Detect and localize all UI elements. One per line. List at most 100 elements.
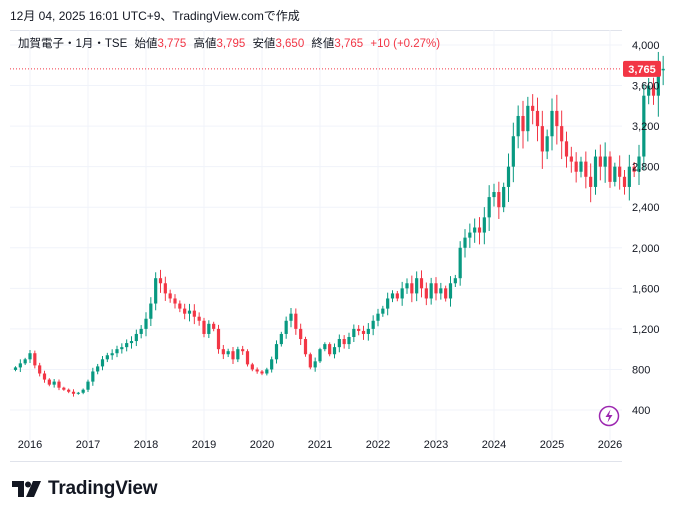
candle-body	[651, 85, 656, 96]
x-tick-label: 2025	[540, 439, 564, 451]
candle-body	[183, 308, 187, 314]
candle	[125, 339, 129, 352]
candle	[303, 336, 308, 357]
candle-body	[274, 344, 279, 360]
candle-body	[608, 156, 612, 182]
candle-body	[637, 156, 641, 172]
candle	[463, 229, 467, 258]
candle	[71, 389, 76, 397]
candle-body	[497, 192, 501, 208]
candle	[564, 131, 569, 168]
x-tick-label: 2018	[134, 439, 158, 451]
candle-body	[62, 387, 66, 390]
candle	[52, 379, 56, 388]
y-tick-label: 1,200	[632, 324, 660, 336]
candle-body	[318, 349, 322, 362]
candle-body	[260, 371, 264, 374]
candle	[613, 162, 617, 187]
candle-body	[149, 303, 153, 319]
candle-body	[376, 313, 380, 321]
candle-body	[381, 308, 385, 314]
candle	[313, 357, 317, 372]
price-tag: 3,765	[623, 60, 661, 77]
candle	[245, 349, 250, 367]
flash-icon[interactable]	[598, 405, 620, 427]
candle-body	[371, 320, 375, 329]
candle-body	[458, 247, 462, 279]
legend-open-label: 始値	[134, 38, 158, 50]
candle-body	[627, 166, 631, 187]
candle-body	[250, 364, 254, 370]
tradingview-logo-icon	[12, 481, 41, 497]
candle	[627, 154, 631, 201]
candle-body	[18, 363, 22, 368]
chart-grid	[10, 30, 622, 444]
candle-body	[134, 333, 138, 342]
candle	[405, 278, 409, 294]
candle-body	[487, 197, 491, 218]
legend-low-value: 3,650	[275, 38, 305, 50]
tradingview-logo[interactable]: TradingView	[12, 478, 158, 500]
price-tag-bg	[623, 60, 661, 77]
candle	[308, 352, 312, 370]
candle-body	[468, 232, 472, 238]
candle-body	[47, 379, 51, 385]
candle	[231, 347, 235, 365]
x-tick-label: 2021	[308, 439, 332, 451]
candle	[279, 331, 283, 347]
candle	[458, 241, 462, 286]
candle-body	[270, 359, 274, 370]
candle	[110, 349, 114, 360]
candle-body	[424, 288, 428, 299]
candle	[448, 276, 453, 307]
candle	[270, 356, 274, 373]
candle-body	[473, 227, 477, 233]
candle	[487, 185, 491, 231]
x-tick-label: 2016	[18, 439, 42, 451]
y-tick-label: 800	[632, 364, 650, 376]
candle-body	[33, 353, 37, 366]
y-tick-label: 2,800	[632, 162, 660, 174]
candle	[371, 315, 375, 336]
candle	[207, 320, 211, 339]
candle-body	[313, 361, 317, 368]
candle	[473, 218, 477, 243]
candle-body	[120, 347, 124, 350]
candle-body	[158, 278, 163, 284]
candle-body	[405, 283, 409, 289]
candle	[274, 340, 279, 364]
candle	[129, 336, 134, 349]
candle	[497, 181, 501, 219]
candle-body	[390, 293, 395, 299]
candle-body	[245, 351, 250, 365]
candle-body	[511, 136, 515, 167]
candle-body	[410, 283, 414, 294]
candle-body	[395, 293, 399, 299]
candle	[632, 162, 636, 178]
candle-body	[579, 161, 583, 172]
y-tick-label: 2,000	[632, 243, 660, 255]
candle	[608, 151, 612, 188]
x-tick-label: 2017	[76, 439, 100, 451]
candle	[86, 379, 90, 393]
candle-body	[129, 341, 134, 344]
candle-body	[332, 347, 337, 355]
candle	[434, 277, 438, 301]
candle-body	[540, 126, 544, 152]
candle	[226, 348, 230, 358]
candle	[96, 363, 100, 375]
candle-body	[622, 176, 627, 187]
candle	[598, 144, 602, 181]
candle	[352, 324, 356, 343]
candle-body	[236, 349, 240, 360]
candle-body	[598, 156, 602, 167]
y-tick-label: 3,200	[632, 121, 660, 133]
candle-body	[231, 351, 235, 360]
legend-close-label: 終値	[311, 38, 335, 50]
candle	[294, 308, 298, 335]
candle-body	[603, 156, 607, 167]
candle	[386, 292, 390, 316]
legend-high-value: 3,795	[216, 38, 246, 50]
candle	[419, 270, 424, 298]
